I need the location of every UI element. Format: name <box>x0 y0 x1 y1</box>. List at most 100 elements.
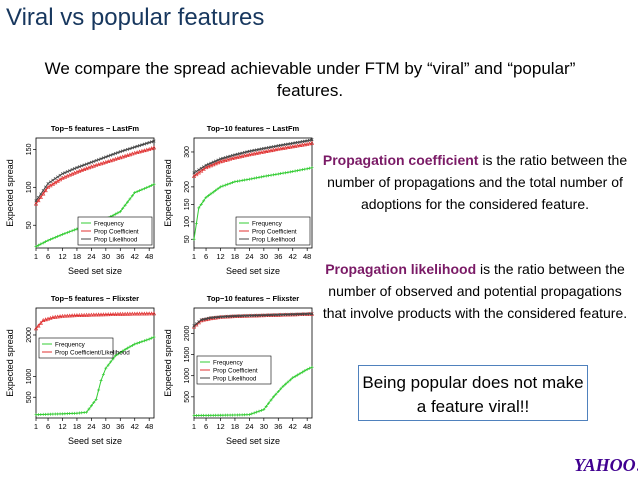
chart-title: Top−10 features − Flixster <box>207 294 299 303</box>
series-marker <box>147 141 151 145</box>
series-marker <box>269 145 273 149</box>
x-tick-label: 36 <box>274 422 282 431</box>
series-marker <box>291 141 295 145</box>
series-marker <box>85 162 89 166</box>
chart-top5-lastfm: Top−5 features − LastFm 1 6 12 18 24 30 36 42 48 5… <box>4 120 162 286</box>
series-marker <box>266 148 271 153</box>
series-marker <box>101 312 106 317</box>
series-marker <box>261 149 266 154</box>
legend-label: Prop Likelihood <box>94 236 138 243</box>
series-marker <box>308 312 312 316</box>
series-marker <box>92 159 96 163</box>
series-marker <box>228 181 232 185</box>
series-marker <box>197 206 201 210</box>
series-marker <box>43 188 48 193</box>
series-marker <box>247 177 251 181</box>
series-marker <box>142 311 147 316</box>
series-marker <box>286 170 290 174</box>
series-marker <box>290 144 295 149</box>
y-tick-label: 50 <box>26 221 33 229</box>
series-marker <box>202 199 206 203</box>
series-marker <box>97 158 101 162</box>
series-marker <box>80 164 84 168</box>
series-marker <box>123 348 127 352</box>
series-marker <box>77 165 81 169</box>
series-marker <box>36 323 41 328</box>
series-marker <box>278 146 283 151</box>
series-marker <box>135 150 140 155</box>
series-marker <box>276 313 280 317</box>
series-marker <box>98 312 104 317</box>
series-marker <box>284 171 288 175</box>
series-marker <box>230 156 235 161</box>
series-marker <box>220 158 225 163</box>
series-marker <box>271 147 276 152</box>
series-marker <box>101 156 105 160</box>
series-marker <box>130 311 135 316</box>
series-marker <box>267 174 271 178</box>
chart-title: Top−10 features − LastFm <box>207 124 300 133</box>
legend-label: Prop Coefficient/Likelihood <box>55 349 130 356</box>
series-marker <box>123 203 127 207</box>
series-marker <box>276 146 281 151</box>
series-marker <box>240 153 245 158</box>
series-marker <box>310 365 314 369</box>
series-marker <box>235 314 239 318</box>
series-marker <box>230 153 235 158</box>
series-marker <box>91 163 96 168</box>
series-marker <box>247 149 251 153</box>
series-marker <box>252 313 256 318</box>
series-marker <box>194 322 198 326</box>
series-marker <box>53 314 58 319</box>
series-marker <box>192 237 196 241</box>
series-marker <box>87 407 91 411</box>
series-marker <box>127 152 133 157</box>
propagation-coefficient-term: Propagation coefficient <box>322 152 479 168</box>
callout-box: Being popular does not make a feature vi… <box>358 365 588 421</box>
x-tick-label: 48 <box>303 252 311 261</box>
series-marker <box>118 155 123 160</box>
series-marker <box>116 150 120 155</box>
series-marker <box>255 148 259 152</box>
series-marker <box>33 326 39 331</box>
series-marker <box>115 156 120 160</box>
x-tick-label: 30 <box>102 252 110 261</box>
y-tick-label: 300 <box>184 146 191 158</box>
series-marker <box>108 312 113 317</box>
series-marker <box>276 172 280 176</box>
y-tick-label: 1000 <box>184 368 191 384</box>
series-marker <box>305 312 309 316</box>
series-marker <box>91 312 96 317</box>
series-marker <box>82 312 87 317</box>
series-marker <box>121 349 125 353</box>
series-marker <box>250 313 254 318</box>
series-marker <box>46 181 50 186</box>
x-tick-label: 12 <box>58 252 66 261</box>
propagation-likelihood-description: Propagation likelihood is the ratio betw… <box>318 258 632 324</box>
series-marker <box>269 173 273 177</box>
series-marker <box>138 189 142 193</box>
x-tick-label: 48 <box>145 252 153 261</box>
propagation-likelihood-text: is the ratio between the number of obser… <box>322 261 628 321</box>
series-marker <box>262 313 266 317</box>
series-marker <box>68 169 72 173</box>
series-marker <box>259 408 263 412</box>
series-marker <box>276 144 280 148</box>
series-marker <box>293 312 297 316</box>
series-marker <box>113 156 118 161</box>
series-marker <box>264 146 268 150</box>
series-marker <box>41 241 45 245</box>
series-marker <box>137 311 142 316</box>
series-marker <box>150 336 154 340</box>
series-marker <box>305 141 310 146</box>
series-marker <box>221 315 225 319</box>
series-marker <box>300 370 304 374</box>
series-marker <box>41 191 46 196</box>
series-marker <box>240 151 244 155</box>
series-marker <box>46 238 50 242</box>
series-marker <box>243 150 247 154</box>
series-marker <box>58 233 62 237</box>
series-marker <box>127 311 133 316</box>
x-tick-label: 18 <box>73 252 81 261</box>
series-marker <box>245 314 249 318</box>
